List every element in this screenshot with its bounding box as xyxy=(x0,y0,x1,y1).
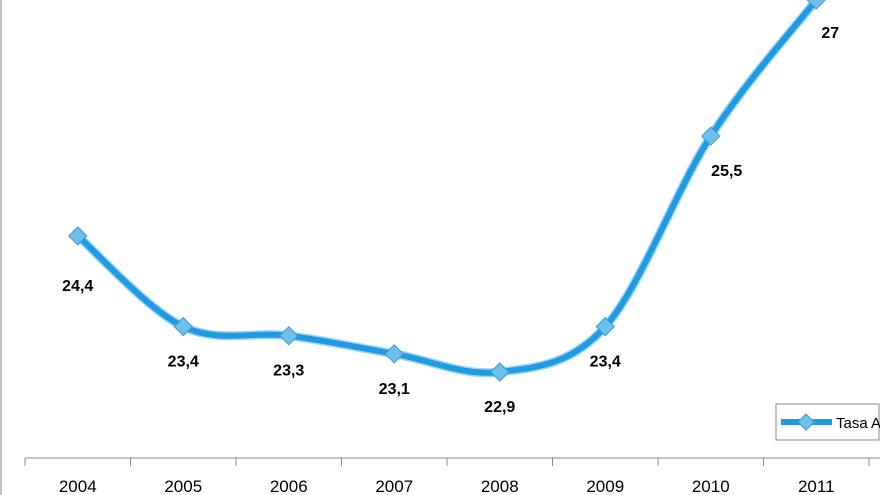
value-label: 22,9 xyxy=(484,399,515,416)
value-label: 23,3 xyxy=(273,363,304,380)
value-label: 23,1 xyxy=(379,381,410,398)
marker xyxy=(595,316,615,337)
marker xyxy=(68,226,88,246)
value-label: 24,4 xyxy=(62,278,93,295)
x-tick-label: 2008 xyxy=(481,477,519,495)
x-tick-label: 2010 xyxy=(692,477,730,495)
line xyxy=(75,0,819,376)
marker xyxy=(173,316,193,337)
x-tick-label: 2009 xyxy=(586,477,624,495)
value-label: 27 xyxy=(821,25,839,42)
x-tick-label: 2007 xyxy=(375,477,413,495)
x-tick-label: 2005 xyxy=(164,477,202,495)
marker xyxy=(384,344,404,364)
marker xyxy=(279,325,299,346)
marker xyxy=(806,0,826,10)
line-outline xyxy=(74,0,820,378)
value-label: 23,4 xyxy=(168,354,199,371)
value-label: 25,5 xyxy=(711,163,742,180)
x-tick-label: 2006 xyxy=(270,477,308,495)
marker xyxy=(701,126,721,146)
legend-marker xyxy=(797,413,815,431)
marker xyxy=(490,362,510,382)
legend-label: Tasa AROPE xyxy=(836,415,880,432)
x-tick-label: 2004 xyxy=(59,477,97,495)
value-label: 23,4 xyxy=(590,354,621,371)
x-tick-label: 2011 xyxy=(798,477,835,495)
